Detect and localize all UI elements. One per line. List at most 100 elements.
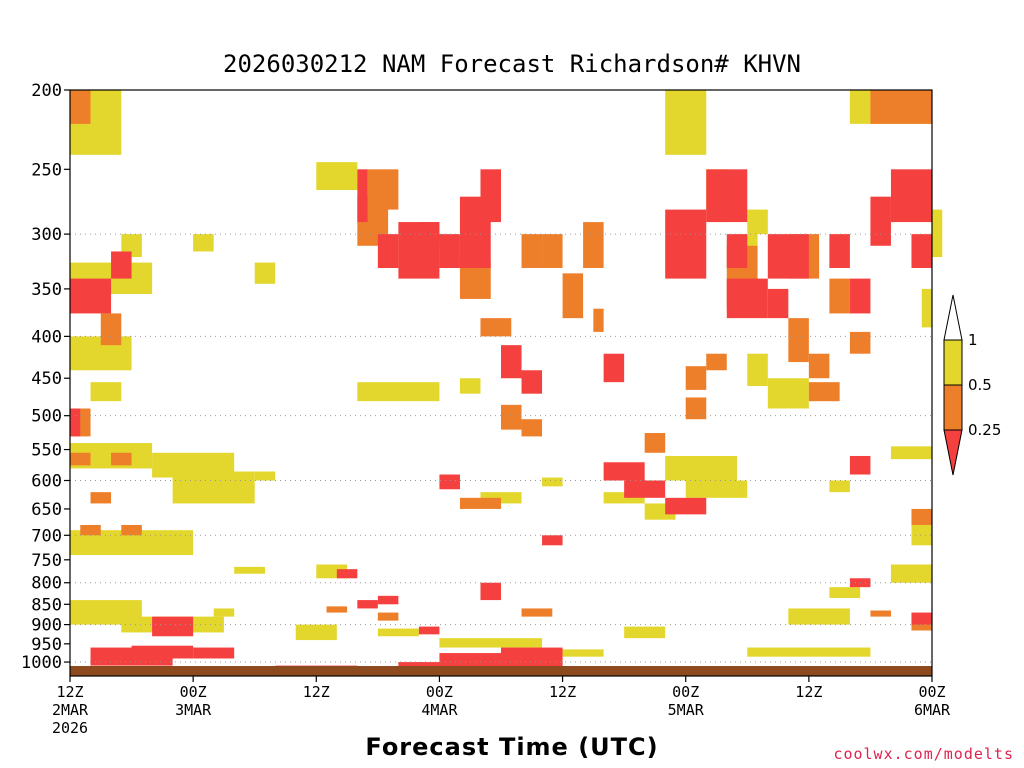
- cell-orange: [70, 90, 91, 124]
- cell-yellow: [624, 626, 666, 639]
- x-tick-label: 00Z: [918, 683, 945, 701]
- cell-orange: [788, 318, 809, 363]
- cell-red: [767, 288, 789, 319]
- cell-orange: [501, 404, 522, 430]
- cell-yellow: [829, 587, 861, 598]
- cell-orange: [870, 610, 891, 617]
- y-tick-label: 900: [31, 616, 62, 636]
- cell-red: [911, 612, 932, 625]
- y-axis: 200 250 300 350 400 450 500 550 600 650 700 750 8008…: [21, 81, 70, 673]
- cell-yellow: [542, 477, 563, 487]
- cell-orange: [644, 433, 666, 453]
- cell-red: [665, 497, 707, 515]
- cell-red: [418, 626, 440, 635]
- cell-orange: [808, 382, 840, 402]
- cell-red: [439, 653, 522, 666]
- x-tick-label: 00Z: [672, 683, 699, 701]
- x-tick-label: 6MAR: [914, 701, 951, 719]
- cell-yellow: [890, 564, 932, 583]
- cell-red: [870, 196, 891, 246]
- cell-orange: [326, 606, 348, 613]
- chart-title: 2026030212 NAM Forecast Richardson# KHVN: [223, 50, 801, 78]
- cell-red: [767, 234, 809, 279]
- legend-tick-label: 1: [968, 331, 978, 349]
- cell-red: [624, 480, 666, 498]
- cell-red: [603, 462, 645, 481]
- cell-red: [521, 370, 543, 394]
- cell-yellow: [316, 162, 358, 191]
- cell-yellow: [665, 455, 738, 481]
- cell-orange: [890, 90, 932, 124]
- cell-orange: [583, 222, 604, 268]
- y-tick-label: 750: [31, 551, 62, 571]
- cell-yellow: [921, 288, 932, 328]
- cell-yellow: [747, 647, 871, 657]
- cell-orange: [90, 492, 112, 504]
- y-tick-label: 800: [31, 574, 62, 594]
- cell-orange: [685, 397, 707, 420]
- y-tick-label: 400: [31, 327, 62, 347]
- cell-yellow: [542, 649, 604, 657]
- cell-orange: [542, 234, 563, 268]
- legend-tick-label: 0.5: [968, 376, 992, 394]
- cell-yellow: [665, 90, 707, 155]
- cell-red: [603, 353, 625, 383]
- cell-red: [890, 169, 932, 223]
- cell-red: [542, 535, 563, 546]
- cell-orange: [706, 353, 727, 371]
- cell-orange: [911, 622, 932, 631]
- cell-yellow: [480, 492, 522, 504]
- legend: 1 0.5 0.25: [943, 294, 1001, 476]
- cell-yellow: [685, 480, 748, 498]
- x-tick-label: 4MAR: [421, 701, 458, 719]
- cell-orange: [459, 497, 501, 509]
- cell-red: [706, 169, 748, 223]
- ground-band: [70, 666, 932, 676]
- y-tick-label: 450: [31, 369, 62, 389]
- cell-red: [911, 234, 932, 268]
- cell-red: [111, 251, 132, 279]
- x-tick-label: 2026: [52, 719, 88, 737]
- cell-orange: [70, 452, 91, 466]
- cell-orange: [377, 612, 399, 621]
- y-tick-label: 1000: [21, 653, 62, 673]
- heatmap-cells: [70, 90, 943, 675]
- cell-orange: [111, 452, 132, 466]
- cell-orange: [367, 169, 399, 210]
- cell-red: [193, 647, 235, 659]
- cell-yellow: [90, 382, 122, 402]
- cell-yellow: [829, 480, 850, 493]
- cell-orange: [829, 278, 850, 314]
- cell-red: [501, 345, 522, 379]
- cell-orange: [521, 419, 543, 437]
- cell-orange: [121, 524, 142, 536]
- x-tick-label: 12Z: [56, 683, 83, 701]
- ground-surface: [70, 666, 932, 676]
- x-tick-label: 5MAR: [668, 701, 705, 719]
- cell-red: [439, 234, 460, 268]
- cell-red: [480, 582, 501, 601]
- cell-yellow: [439, 638, 543, 648]
- cell-orange: [100, 313, 122, 346]
- cell-yellow: [254, 262, 276, 284]
- cell-orange: [562, 273, 584, 319]
- cell-orange: [80, 524, 101, 536]
- cell-orange: [593, 308, 604, 332]
- x-tick-label: 12Z: [549, 683, 576, 701]
- cell-orange: [685, 366, 707, 390]
- cell-red: [336, 569, 358, 579]
- credit-text: coolwx.com/modelts: [833, 745, 1014, 763]
- cell-red: [439, 474, 460, 490]
- cell-yellow: [254, 471, 276, 481]
- cell-red: [480, 169, 501, 223]
- cell-yellow: [234, 566, 265, 574]
- y-tick-label: 300: [31, 225, 62, 245]
- cell-yellow: [788, 608, 850, 625]
- cell-yellow: [357, 382, 440, 402]
- cell-red: [357, 600, 378, 609]
- y-tick-label: 350: [31, 280, 62, 300]
- x-axis-title: Forecast Time (UTC): [365, 733, 659, 761]
- x-tick-label: 12Z: [795, 683, 822, 701]
- cell-red: [849, 455, 871, 475]
